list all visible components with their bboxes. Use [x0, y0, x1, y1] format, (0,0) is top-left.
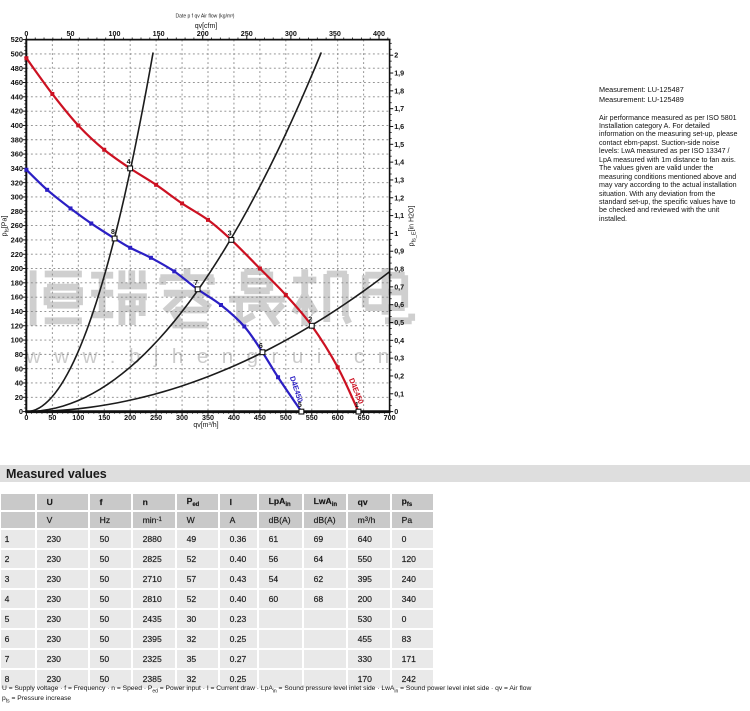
svg-text:1,8: 1,8	[394, 86, 404, 95]
svg-text:2: 2	[308, 316, 312, 323]
svg-text:7: 7	[194, 280, 198, 287]
svg-text:600: 600	[332, 413, 344, 422]
svg-text:650: 650	[358, 413, 370, 422]
svg-text:0,5: 0,5	[394, 318, 404, 327]
svg-text:20: 20	[15, 393, 23, 402]
svg-text:0,8: 0,8	[394, 265, 404, 274]
svg-text:4: 4	[127, 159, 131, 166]
svg-text:1,2: 1,2	[394, 193, 404, 202]
svg-text:50: 50	[66, 29, 74, 38]
svg-text:250: 250	[241, 29, 253, 38]
svg-text:D4E450: D4E450	[288, 375, 305, 404]
svg-text:400: 400	[373, 29, 385, 38]
svg-text:50: 50	[48, 413, 56, 422]
svg-text:1: 1	[355, 402, 359, 409]
svg-text:0,3: 0,3	[394, 354, 404, 363]
svg-text:0,4: 0,4	[394, 336, 404, 345]
svg-text:0,6: 0,6	[394, 300, 404, 309]
svg-text:40: 40	[15, 379, 23, 388]
svg-text:0,2: 0,2	[394, 371, 404, 380]
svg-text:180: 180	[11, 278, 23, 287]
svg-text:www.bjhengrui.cn: www.bjhengrui.cn	[25, 345, 403, 368]
svg-text:5: 5	[298, 402, 302, 409]
svg-text:700: 700	[384, 413, 396, 422]
svg-text:100: 100	[11, 336, 23, 345]
svg-text:260: 260	[11, 221, 23, 230]
svg-text:0: 0	[24, 29, 28, 38]
svg-text:1,5: 1,5	[394, 140, 404, 149]
svg-text:400: 400	[11, 121, 23, 130]
svg-text:Date p f qv Air flow (kg/m³): Date p f qv Air flow (kg/m³)	[176, 14, 235, 20]
svg-text:1: 1	[394, 229, 398, 238]
svg-text:280: 280	[11, 207, 23, 216]
svg-text:0: 0	[24, 413, 28, 422]
svg-text:60: 60	[15, 364, 23, 373]
svg-text:1,6: 1,6	[394, 122, 404, 131]
svg-text:6: 6	[259, 343, 263, 350]
svg-text:1,9: 1,9	[394, 69, 404, 78]
svg-text:1,3: 1,3	[394, 175, 404, 184]
svg-text:520: 520	[11, 35, 23, 44]
svg-text:300: 300	[176, 413, 188, 422]
svg-text:360: 360	[11, 150, 23, 159]
svg-text:350: 350	[202, 413, 214, 422]
svg-text:340: 340	[11, 164, 23, 173]
svg-text:420: 420	[11, 107, 23, 116]
svg-text:1,7: 1,7	[394, 104, 404, 113]
svg-text:120: 120	[11, 321, 23, 330]
svg-text:200: 200	[197, 29, 209, 38]
svg-text:3: 3	[228, 231, 232, 238]
svg-text:1,4: 1,4	[394, 158, 404, 167]
svg-text:80: 80	[15, 350, 23, 359]
svg-text:250: 250	[150, 413, 162, 422]
svg-text:480: 480	[11, 64, 23, 73]
svg-text:240: 240	[11, 236, 23, 245]
svg-text:pfs[Pa]: pfs[Pa]	[2, 216, 11, 237]
svg-text:100: 100	[109, 29, 121, 38]
svg-text:500: 500	[11, 50, 23, 59]
svg-text:450: 450	[254, 413, 266, 422]
svg-text:320: 320	[11, 178, 23, 187]
svg-text:0,1: 0,1	[394, 389, 404, 398]
svg-text:460: 460	[11, 78, 23, 87]
svg-text:300: 300	[11, 193, 23, 202]
svg-text:pfs_E[in H2O]: pfs_E[in H2O]	[409, 206, 418, 247]
svg-text:8: 8	[111, 229, 115, 236]
svg-text:200: 200	[124, 413, 136, 422]
svg-text:550: 550	[306, 413, 318, 422]
svg-text:300: 300	[285, 29, 297, 38]
svg-text:220: 220	[11, 250, 23, 259]
svg-text:1,1: 1,1	[394, 211, 404, 220]
svg-text:0,7: 0,7	[394, 282, 404, 291]
svg-text:100: 100	[72, 413, 84, 422]
svg-text:380: 380	[11, 135, 23, 144]
svg-text:150: 150	[153, 29, 165, 38]
svg-text:0: 0	[394, 407, 398, 416]
svg-text:160: 160	[11, 293, 23, 302]
svg-text:150: 150	[98, 413, 110, 422]
svg-text:400: 400	[228, 413, 240, 422]
svg-text:440: 440	[11, 92, 23, 101]
svg-text:350: 350	[329, 29, 341, 38]
svg-text:0: 0	[19, 407, 23, 416]
svg-text:0,9: 0,9	[394, 247, 404, 256]
svg-text:200: 200	[11, 264, 23, 273]
svg-text:qv[cfm]: qv[cfm]	[195, 23, 218, 30]
svg-text:2: 2	[394, 51, 398, 60]
svg-text:140: 140	[11, 307, 23, 316]
svg-text:500: 500	[280, 413, 292, 422]
svg-text:qv[m³/h]: qv[m³/h]	[193, 422, 218, 429]
